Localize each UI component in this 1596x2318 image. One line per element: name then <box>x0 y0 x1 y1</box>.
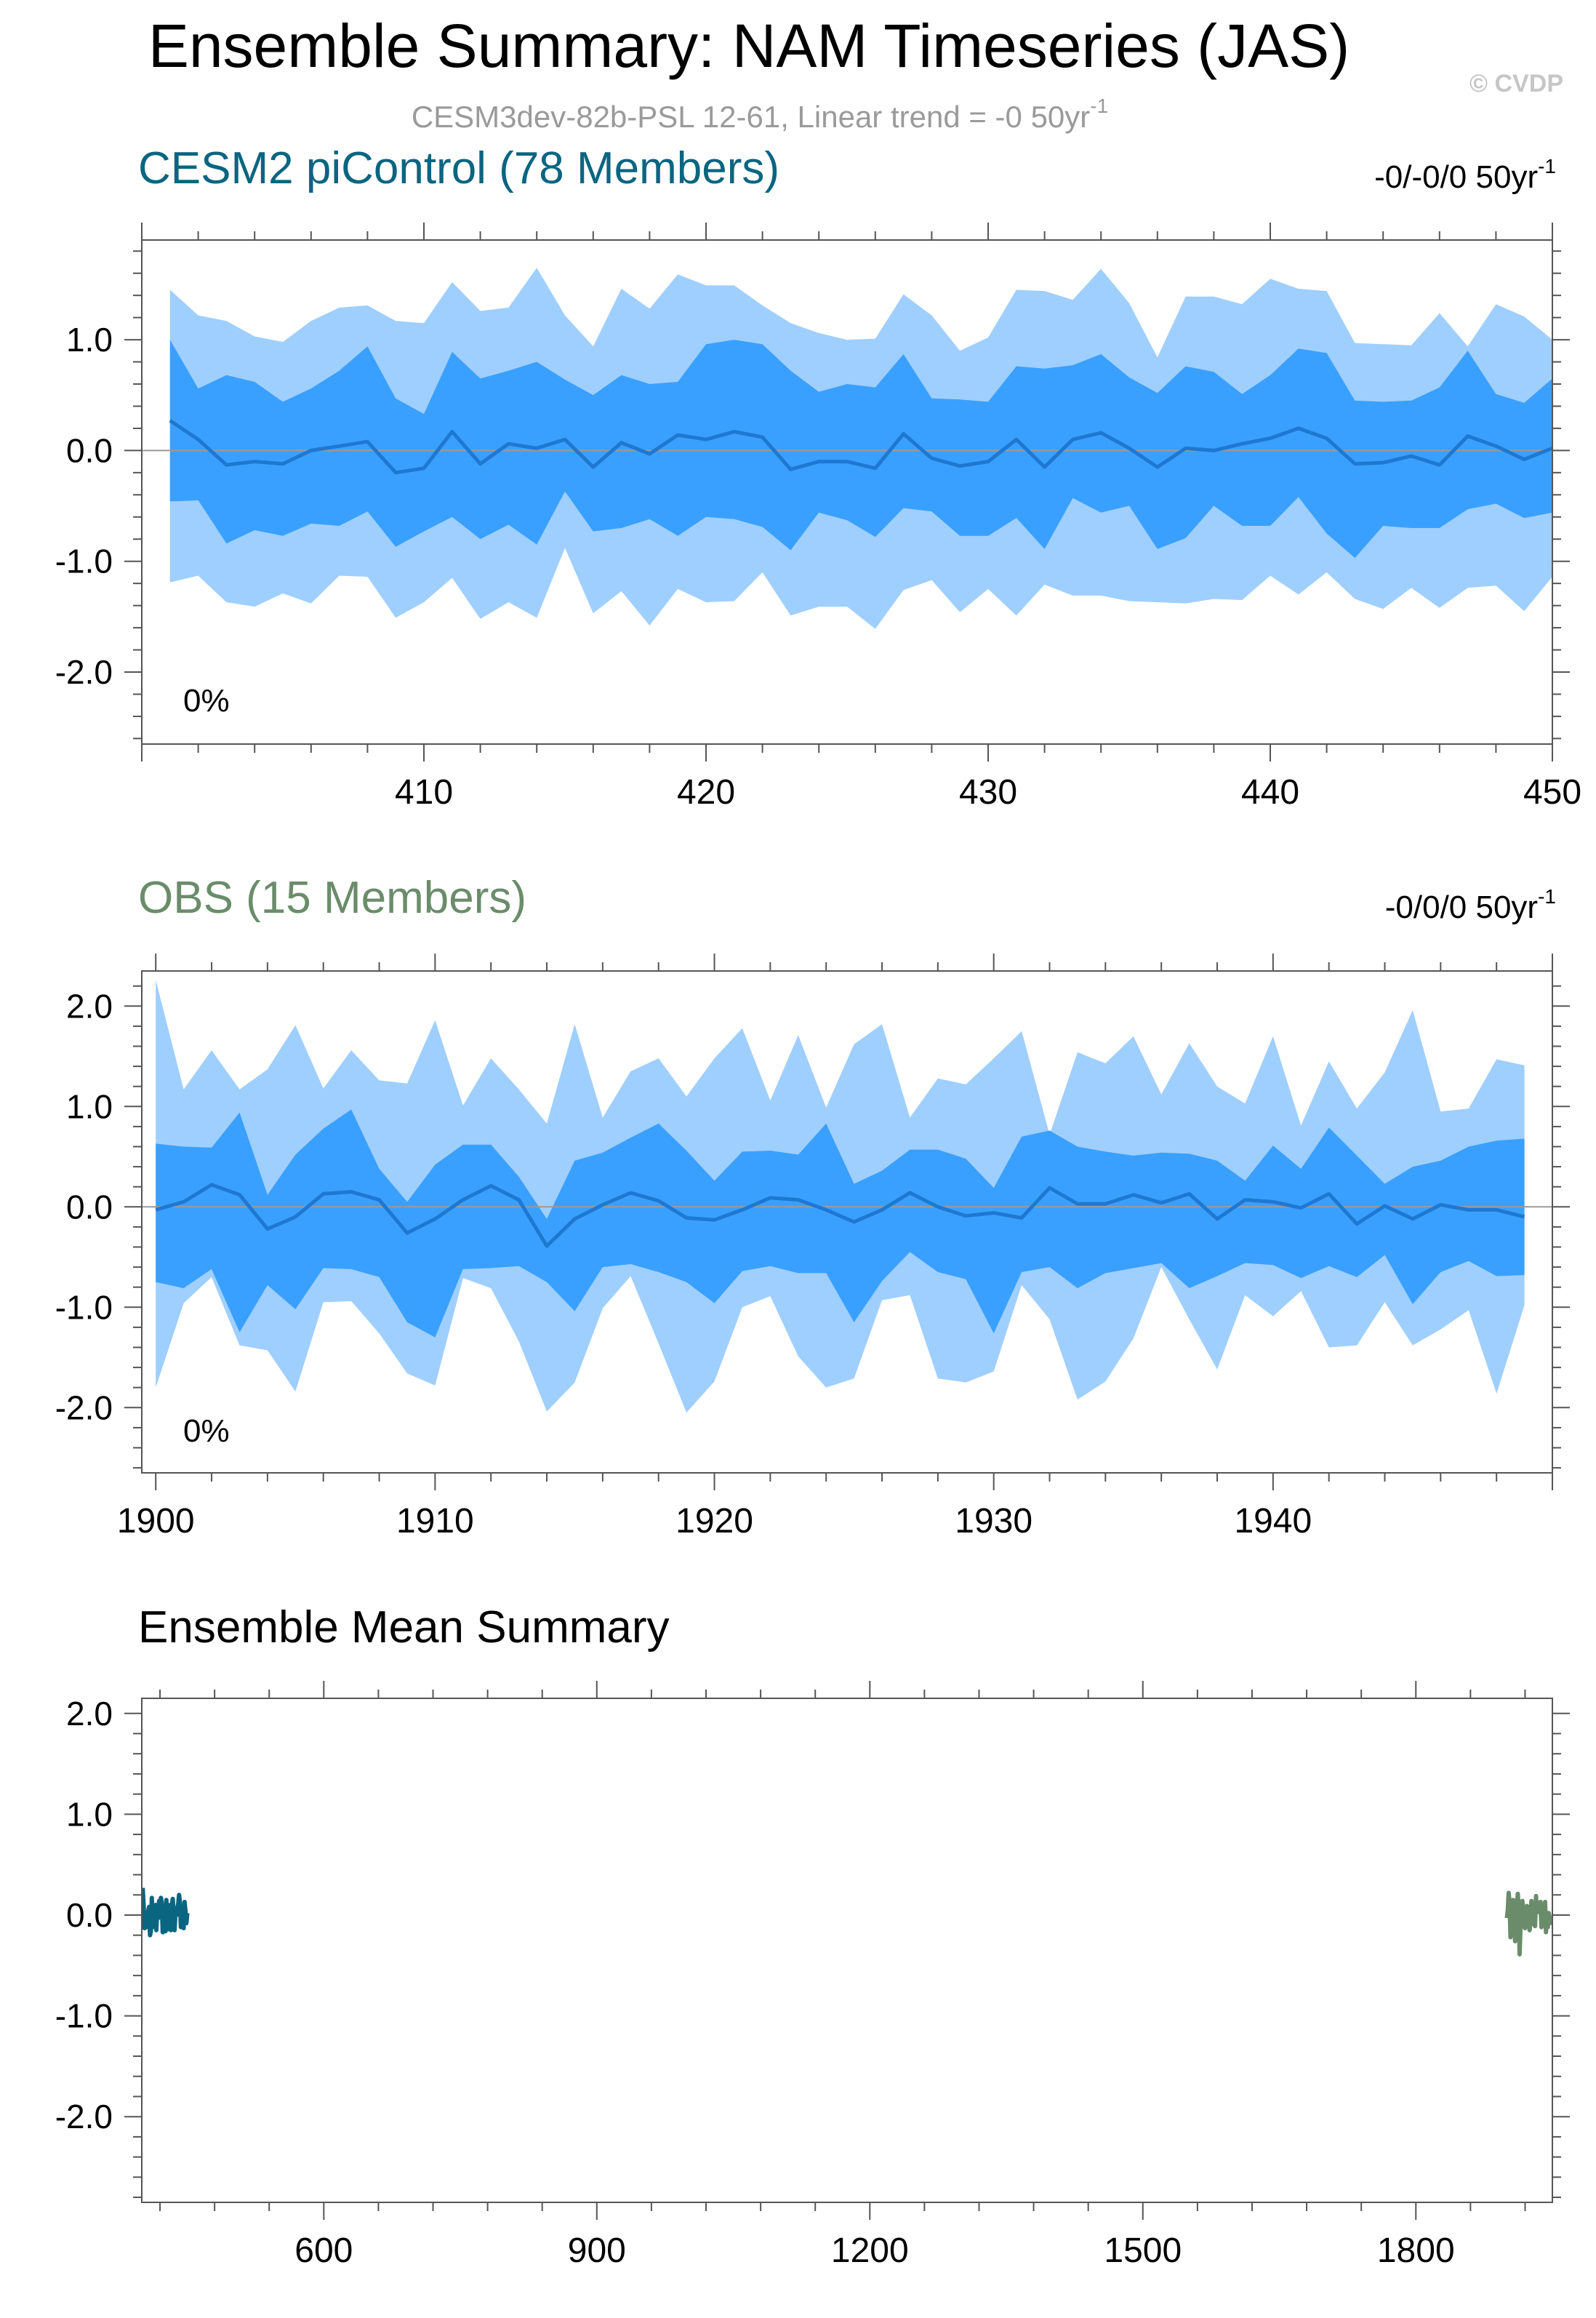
plot-frame <box>141 1698 1553 2203</box>
x-tick-label: 600 <box>294 2231 353 2270</box>
y-tick-label: 0.0 <box>66 1188 113 1226</box>
x-tick-label: 1930 <box>955 1502 1032 1540</box>
x-tick-label: 1900 <box>117 1502 195 1540</box>
trend-superscript: -1 <box>1538 155 1556 177</box>
y-tick-label: 1.0 <box>66 321 113 359</box>
x-tick-label: 410 <box>395 773 453 812</box>
series-line-obs <box>1504 1890 1552 1957</box>
x-tick-label: 450 <box>1523 773 1581 812</box>
y-tick-label: -2.0 <box>55 2098 113 2135</box>
trend-label-text: -0/-0/0 50yr <box>1374 159 1538 195</box>
y-tick-label: 0.0 <box>66 431 113 469</box>
trend-label-obs: -0/0/0 50yr-1 <box>1385 885 1556 925</box>
x-tick-label: 1940 <box>1234 1502 1312 1540</box>
panel-title-obs: OBS (15 Members) <box>138 873 526 923</box>
x-tick-label: 1910 <box>396 1502 474 1540</box>
y-tick-label: -1.0 <box>55 1997 113 2035</box>
plot-area-obs: -2.0 -1.0 0.0 1.0 2.0 1900 1910 1920 1930 1940 <box>55 954 1570 1540</box>
plot-clip-group <box>142 268 1552 629</box>
x-tick-label: 1800 <box>1377 2231 1455 2270</box>
y-tick-label: -2.0 <box>55 1388 113 1426</box>
x-tick-label: 420 <box>677 773 735 812</box>
percent-label-obs: 0% <box>183 1413 230 1449</box>
y-tick-label: 0.0 <box>66 1896 113 1934</box>
plot-clip-group <box>142 1887 1552 1957</box>
x-tick-label: 1200 <box>831 2231 909 2270</box>
x-tick-label: 1920 <box>675 1502 753 1540</box>
y-tick-label: 2.0 <box>66 987 113 1025</box>
inner-range-band <box>156 1109 1525 1338</box>
subtitle-superscript: -1 <box>1090 95 1108 117</box>
watermark: © CVDP <box>1469 70 1563 97</box>
ensemble-mean-line <box>169 419 1552 475</box>
panel-obs: OBS (15 Members) -0/0/0 50yr-1 -2.0 -1.0 0… <box>55 873 1570 1540</box>
inner-range-band <box>169 340 1552 559</box>
x-tick-label: 430 <box>959 773 1017 812</box>
ensemble-mean-line <box>155 1183 1525 1248</box>
trend-label-text: -0/0/0 50yr <box>1385 890 1538 925</box>
percent-label-model: 0% <box>183 683 230 719</box>
plot-frame <box>141 970 1553 1474</box>
trend-superscript: -1 <box>1538 885 1556 908</box>
y-tick-label: -2.0 <box>55 653 113 691</box>
panel-title-model: CESM2 piControl (78 Members) <box>138 143 779 193</box>
plot-clip-group <box>142 980 1552 1413</box>
plot-area-ensemble-mean: -2.0 -1.0 0.0 1.0 2.0 600 900 1200 1500 1800 <box>55 1681 1570 2270</box>
plot-area-model: -2.0 -1.0 0.0 1.0 410 420 430 440 450 <box>55 223 1581 812</box>
y-tick-label: 2.0 <box>66 1695 113 1732</box>
x-tick-label: 1500 <box>1104 2231 1182 2270</box>
trend-label-model: -0/-0/0 50yr-1 <box>1374 155 1556 195</box>
panel-ensemble-mean: Ensemble Mean Summary -2.0 -1.0 0.0 1.0 2.0 6… <box>55 1602 1570 2270</box>
panel-cesm2-picontrol: CESM2 piControl (78 Members) -0/-0/0 50y… <box>55 143 1581 812</box>
series-line-cesm2-picontrol <box>142 1887 190 1938</box>
plot-frame <box>141 239 1553 745</box>
y-tick-label: -1.0 <box>55 1288 113 1326</box>
y-tick-label: 1.0 <box>66 1795 113 1833</box>
subtitle: CESM3dev-82b-PSL 12-61, Linear trend = -… <box>412 95 1108 134</box>
main-title: Ensemble Summary: NAM Timeseries (JAS) <box>148 12 1350 80</box>
y-tick-label: -1.0 <box>55 543 113 580</box>
subtitle-text: CESM3dev-82b-PSL 12-61, Linear trend = -… <box>412 100 1090 134</box>
x-tick-label: 440 <box>1241 773 1299 812</box>
panel-title-ensemble-mean: Ensemble Mean Summary <box>138 1602 670 1652</box>
x-tick-label: 900 <box>568 2231 626 2270</box>
y-tick-label: 1.0 <box>66 1087 113 1125</box>
